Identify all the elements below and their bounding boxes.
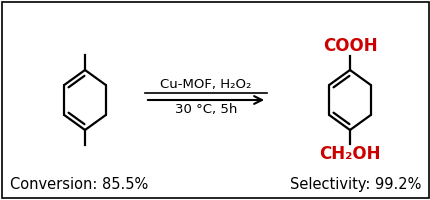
Text: Cu-MOF, H₂O₂: Cu-MOF, H₂O₂ <box>160 78 251 91</box>
Text: Selectivity: 99.2%: Selectivity: 99.2% <box>289 177 420 192</box>
Text: CH₂OH: CH₂OH <box>319 145 380 163</box>
Text: Conversion: 85.5%: Conversion: 85.5% <box>10 177 148 192</box>
Text: 30 °C, 5h: 30 °C, 5h <box>175 103 237 116</box>
Text: COOH: COOH <box>322 37 376 55</box>
